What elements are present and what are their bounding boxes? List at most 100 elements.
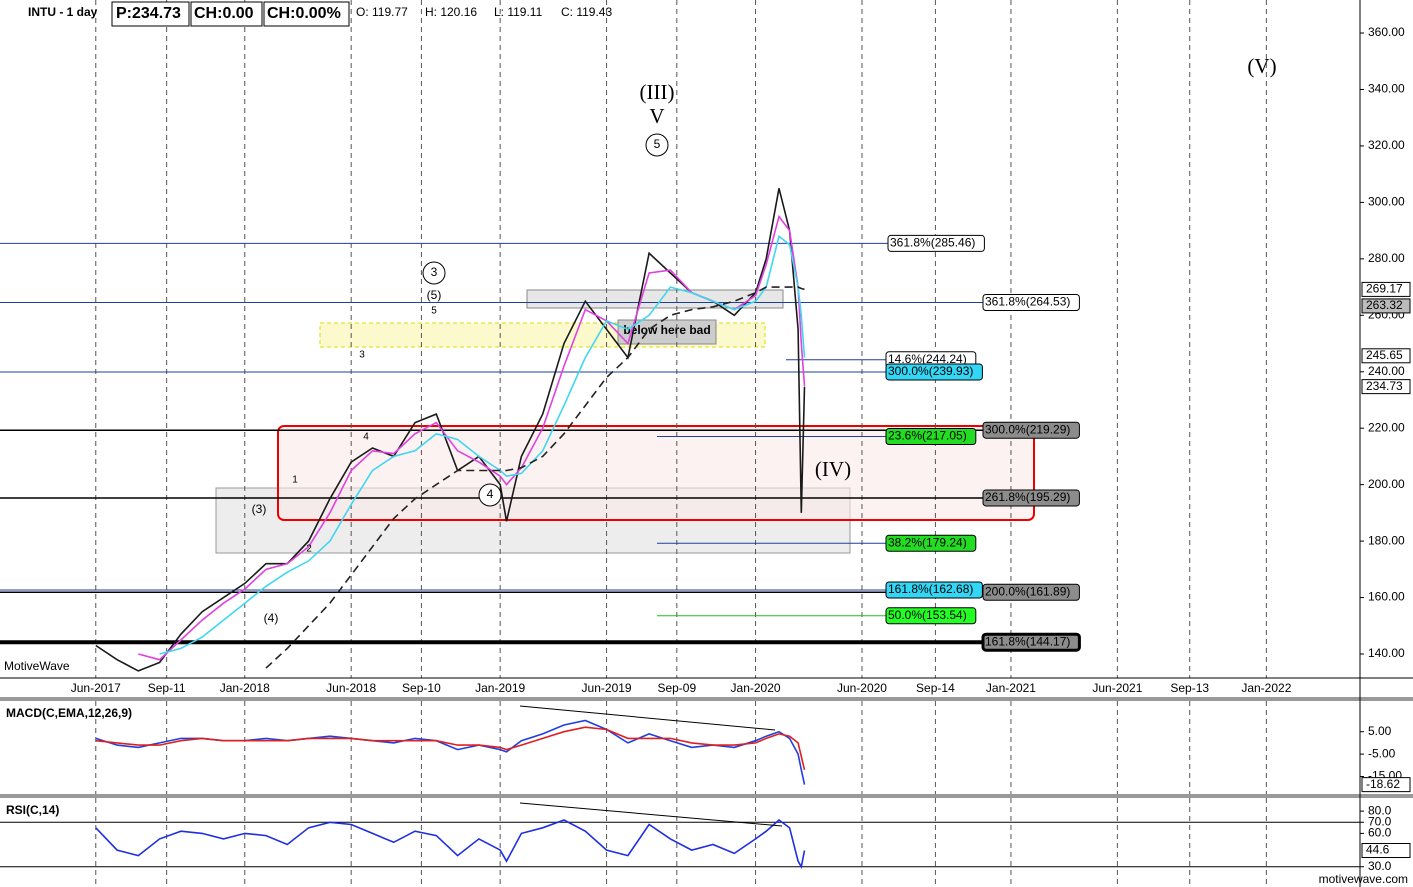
- series-line: [95, 726, 806, 770]
- wave-label: (III): [640, 80, 675, 104]
- x-tick-label: Jun-2018: [326, 681, 376, 695]
- series-line: [159, 234, 806, 655]
- level-box: [982, 421, 1080, 439]
- red-zone: [277, 425, 1035, 521]
- wave-label: 3: [431, 265, 438, 279]
- wave-label: (V): [1247, 54, 1276, 78]
- y-tick-label: 280.00: [1368, 251, 1405, 265]
- level-box: [982, 294, 1080, 312]
- level-label: 23.6%(217.05): [888, 429, 967, 443]
- y-tick-label: 360.00: [1368, 25, 1405, 39]
- x-tick-label: Jan-2022: [1241, 681, 1291, 695]
- panel-title: RSI(C,14): [6, 803, 59, 817]
- level-box: [885, 607, 977, 625]
- symbol: INTU - 1 day: [28, 5, 98, 19]
- wave-label: 1: [292, 475, 298, 486]
- wave-label: 2: [306, 544, 312, 555]
- price-tag-label: 234.73: [1366, 379, 1403, 393]
- series-line: [265, 286, 805, 669]
- level-label: 200.0%(161.89): [985, 584, 1070, 598]
- x-tick-label: Jan-2018: [220, 681, 270, 695]
- y-tick-label: 320.00: [1368, 138, 1405, 152]
- series-line: [138, 214, 806, 661]
- price-tag: [1361, 298, 1411, 314]
- header-box: [263, 1, 350, 27]
- level-label: 261.8%(195.29): [985, 490, 1070, 504]
- wave-label: (3): [252, 502, 267, 516]
- x-tick-label: Jan-2020: [731, 681, 781, 695]
- low: L: 119.11: [494, 5, 543, 19]
- wave-label: 4: [363, 432, 369, 443]
- level-label: 161.8%(162.68): [888, 582, 973, 596]
- price-tag: [1361, 281, 1411, 297]
- level-label: 361.8%(285.46): [890, 236, 975, 250]
- level-box: [981, 632, 1081, 652]
- level-box: [885, 534, 977, 552]
- value-tag: [1361, 777, 1411, 793]
- x-tick-label: Jun-2020: [837, 681, 887, 695]
- x-tick-label: Jan-2019: [475, 681, 525, 695]
- change-pct: CH:0.00%: [267, 5, 341, 22]
- wave-label: 5: [654, 137, 661, 151]
- wave-label: (IV): [815, 457, 851, 481]
- brand: MotiveWave: [4, 659, 70, 673]
- wave-label: 4: [487, 487, 494, 501]
- trend-line: [519, 802, 783, 827]
- separator: [0, 794, 1413, 798]
- value-tag-label: 44.6: [1366, 843, 1390, 857]
- y-tick-label: 220.00: [1368, 420, 1405, 434]
- wave-circle: [645, 133, 669, 157]
- price-tag-label: 263.32: [1366, 298, 1403, 312]
- y-tick-label: 340.00: [1368, 82, 1405, 96]
- y-tick-label: -5.00: [1368, 746, 1396, 760]
- y-tick-label: 5.00: [1368, 724, 1392, 738]
- level-box: [885, 428, 977, 446]
- x-tick-label: Jun-2019: [582, 681, 632, 695]
- wave-label: (4): [264, 611, 279, 625]
- x-tick-label: Sep-11: [148, 681, 186, 695]
- price-tag: [1361, 379, 1411, 395]
- change: CH:0.00: [194, 5, 254, 22]
- y-tick-label: 240.00: [1368, 364, 1405, 378]
- x-tick-label: Sep-13: [1170, 681, 1209, 695]
- level-box: [885, 581, 983, 599]
- x-tick-label: Sep-09: [657, 681, 696, 695]
- level-box: [887, 234, 985, 252]
- y-tick-label: 160.00: [1368, 590, 1405, 604]
- header-box: [190, 1, 263, 27]
- y-tick-label: 60.0: [1368, 826, 1392, 840]
- level-label: 50.0%(153.54): [888, 608, 967, 622]
- wave-label: 3: [359, 350, 365, 361]
- level-box: [982, 489, 1080, 507]
- x-tick-label: Jun-2021: [1092, 681, 1142, 695]
- wave-circle: [422, 261, 446, 285]
- x-tick-label: Sep-14: [916, 681, 955, 695]
- x-tick-label: Jun-2017: [71, 681, 121, 695]
- level-label: 300.0%(239.93): [888, 364, 973, 378]
- wave-label: (5): [427, 288, 442, 302]
- wave-label: V: [649, 104, 664, 128]
- note: below here bad: [623, 323, 710, 337]
- high: H: 120.16: [425, 5, 477, 19]
- level-box: [982, 583, 1080, 601]
- y-tick-label: 300.00: [1368, 195, 1405, 209]
- level-box: [885, 363, 983, 381]
- x-tick-label: Sep-10: [402, 681, 441, 695]
- header-box: [111, 1, 190, 27]
- y-tick-label: 200.00: [1368, 477, 1405, 491]
- y-tick-label: 140.00: [1368, 646, 1405, 660]
- separator: [0, 697, 1413, 701]
- value-tag-label: -18.62: [1366, 777, 1400, 791]
- y-tick-label: 180.00: [1368, 533, 1405, 547]
- close: C: 119.43: [561, 5, 612, 19]
- price-tag: [1361, 348, 1411, 364]
- level-label: 14.6%(244.24): [888, 352, 967, 366]
- x-tick-label: Jan-2021: [986, 681, 1036, 695]
- price: P:234.73: [116, 5, 181, 22]
- site: motivewave.com: [1319, 872, 1408, 886]
- level-label: 361.8%(264.53): [985, 295, 1070, 309]
- series-line: [95, 818, 806, 870]
- y-tick-label: 70.0: [1368, 814, 1392, 828]
- y-tick-label: 80.0: [1368, 803, 1392, 817]
